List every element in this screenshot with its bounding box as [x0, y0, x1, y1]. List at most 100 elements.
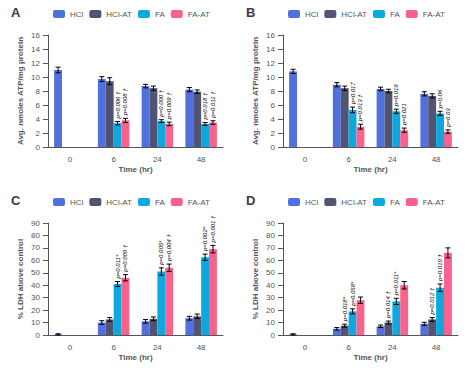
svg-text:20: 20: [266, 306, 275, 315]
svg-text:8: 8: [36, 87, 41, 96]
svg-text:30: 30: [31, 293, 40, 302]
svg-text:90: 90: [266, 219, 275, 228]
svg-text:HCl: HCl: [70, 10, 84, 19]
svg-text:40: 40: [31, 281, 40, 290]
svg-text:20: 20: [31, 306, 40, 315]
svg-text:p=0.002*: p=0.002*: [202, 226, 208, 252]
svg-text:% LDH above control: % LDH above control: [251, 239, 260, 319]
svg-text:6: 6: [111, 155, 116, 164]
svg-text:6: 6: [271, 101, 276, 110]
svg-text:48: 48: [197, 155, 206, 164]
svg-text:FA-AT: FA-AT: [188, 198, 210, 207]
svg-text:D: D: [246, 193, 255, 208]
svg-text:24: 24: [153, 155, 162, 164]
svg-text:p=0.014 †: p=0.014 †: [385, 291, 391, 320]
svg-text:0: 0: [36, 331, 41, 340]
svg-text:HCl-AT: HCl-AT: [106, 198, 132, 207]
svg-text:60: 60: [266, 256, 275, 265]
svg-text:HCl-AT: HCl-AT: [106, 10, 132, 19]
svg-text:40: 40: [266, 281, 275, 290]
svg-text:14: 14: [266, 45, 275, 54]
svg-text:48: 48: [197, 343, 206, 352]
svg-text:24: 24: [153, 343, 162, 352]
svg-text:90: 90: [31, 219, 40, 228]
svg-text:p=0.011 †: p=0.011 †: [210, 91, 216, 119]
svg-text:FA-AT: FA-AT: [423, 10, 445, 19]
svg-text:p=0.017: p=0.017: [350, 82, 356, 106]
svg-text:p=0.058*: p=0.058*: [350, 281, 356, 307]
svg-text:p=0.009 †: p=0.009 †: [166, 92, 172, 121]
svg-text:HCl: HCl: [305, 198, 319, 207]
svg-text:p=0.013 †: p=0.013 †: [357, 94, 363, 123]
svg-text:0: 0: [303, 343, 308, 352]
svg-text:FA: FA: [390, 10, 400, 19]
svg-text:16: 16: [31, 31, 40, 40]
svg-text:24: 24: [388, 343, 397, 352]
svg-text:FA-AT: FA-AT: [188, 10, 210, 19]
svg-text:6: 6: [36, 101, 41, 110]
svg-text:4: 4: [36, 115, 41, 124]
svg-text:0: 0: [303, 155, 308, 164]
svg-text:50: 50: [266, 268, 275, 277]
svg-text:p=0.018 †: p=0.018 †: [202, 92, 208, 121]
svg-text:12: 12: [31, 59, 40, 68]
svg-text:30: 30: [266, 293, 275, 302]
svg-text:p=0.021: p=0.021: [401, 103, 407, 126]
svg-text:Avg. nmoles ATP/mg protein: Avg. nmoles ATP/mg protein: [251, 37, 260, 145]
svg-text:B: B: [246, 5, 255, 20]
svg-text:Time (hr): Time (hr): [118, 165, 152, 174]
svg-text:p=0.010 †: p=0.010 †: [437, 253, 443, 282]
svg-text:p=0.008 †: p=0.008 †: [122, 88, 128, 117]
svg-text:Time (hr): Time (hr): [353, 353, 387, 362]
svg-text:0: 0: [271, 143, 276, 152]
svg-text:HCl: HCl: [305, 10, 319, 19]
svg-text:10: 10: [31, 318, 40, 327]
svg-text:6: 6: [111, 343, 116, 352]
svg-text:10: 10: [31, 73, 40, 82]
svg-text:12: 12: [266, 59, 275, 68]
svg-text:4: 4: [271, 115, 276, 124]
svg-text:p=0.009 †: p=0.009 †: [122, 244, 128, 273]
svg-text:p=0.004 †: p=0.004 †: [166, 234, 172, 263]
svg-text:p=0.005*: p=0.005*: [158, 240, 164, 266]
svg-text:p=0.06: p=0.06: [437, 89, 443, 109]
svg-text:80: 80: [31, 231, 40, 240]
svg-text:p=0.018*: p=0.018*: [342, 296, 348, 322]
svg-text:70: 70: [31, 243, 40, 252]
svg-text:10: 10: [266, 318, 275, 327]
svg-text:FA: FA: [155, 10, 165, 19]
svg-text:A: A: [11, 5, 21, 20]
svg-text:p=0.001 †: p=0.001 †: [210, 215, 216, 244]
svg-text:2: 2: [36, 129, 41, 138]
svg-text:0: 0: [68, 155, 73, 164]
svg-text:2: 2: [271, 129, 276, 138]
svg-text:p=0.03: p=0.03: [445, 108, 451, 128]
svg-text:10: 10: [266, 73, 275, 82]
svg-text:Time (hr): Time (hr): [118, 353, 152, 362]
svg-text:70: 70: [266, 243, 275, 252]
svg-text:80: 80: [266, 231, 275, 240]
svg-text:HCl-AT: HCl-AT: [341, 10, 367, 19]
svg-text:FA: FA: [155, 198, 165, 207]
svg-text:14: 14: [31, 45, 40, 54]
svg-text:8: 8: [271, 87, 276, 96]
svg-text:0: 0: [68, 343, 73, 352]
svg-text:50: 50: [31, 268, 40, 277]
svg-text:48: 48: [432, 343, 441, 352]
svg-text:0: 0: [271, 331, 276, 340]
svg-text:16: 16: [266, 31, 275, 40]
svg-text:Avg. nmoles ATP/mg protein: Avg. nmoles ATP/mg protein: [16, 37, 25, 145]
svg-text:FA: FA: [390, 198, 400, 207]
svg-text:p=0.011*: p=0.011*: [115, 254, 121, 279]
svg-text:FA-AT: FA-AT: [423, 198, 445, 207]
svg-text:Time (hr): Time (hr): [353, 165, 387, 174]
svg-text:24: 24: [388, 155, 397, 164]
svg-text:HCl-AT: HCl-AT: [341, 198, 367, 207]
svg-text:48: 48: [432, 155, 441, 164]
svg-text:C: C: [11, 193, 21, 208]
svg-text:p=0.011*: p=0.011*: [393, 271, 399, 296]
svg-text:p=0.019: p=0.019: [393, 84, 399, 108]
svg-text:6: 6: [346, 155, 351, 164]
svg-text:60: 60: [31, 256, 40, 265]
svg-text:% LDH above control: % LDH above control: [16, 239, 25, 319]
